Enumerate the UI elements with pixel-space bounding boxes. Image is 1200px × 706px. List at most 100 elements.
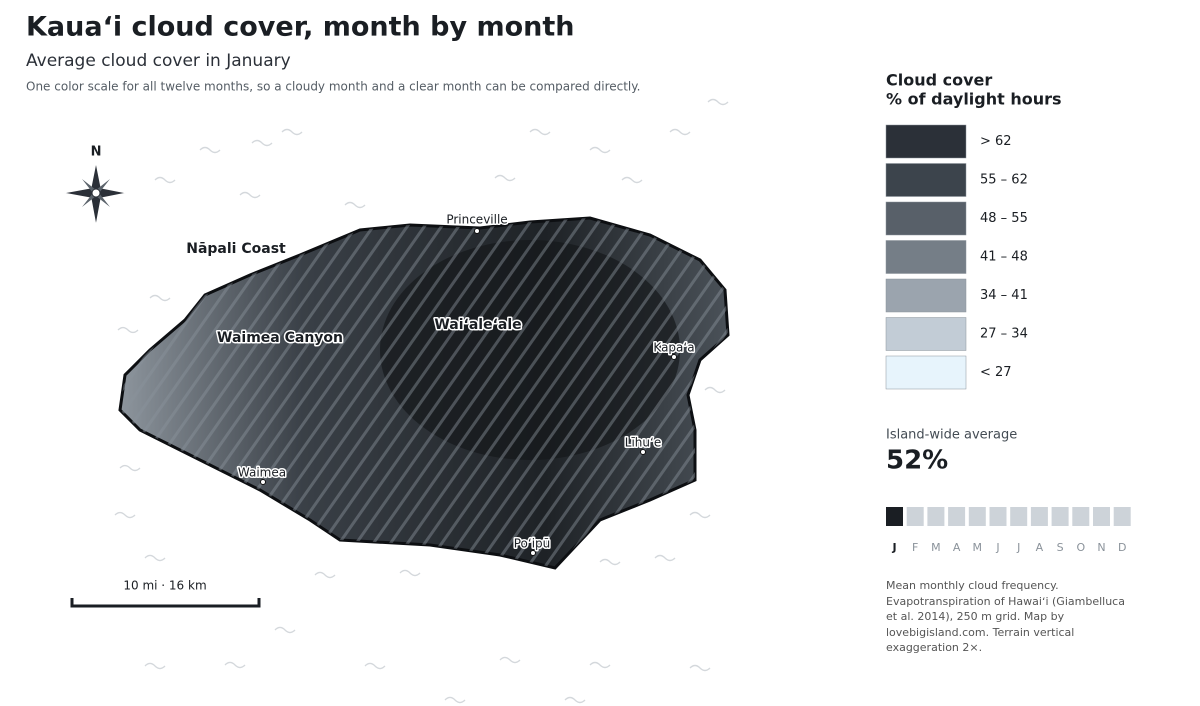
north-label: N [91,145,102,160]
legend-label: 41 – 48 [980,250,1028,265]
month-cell[interactable] [1010,507,1028,526]
ocean-waves [114,98,729,704]
region-label: Nāpali Coast [186,241,286,257]
place-dot [671,354,677,360]
legend-swatch [885,317,967,351]
legend-label: 34 – 41 [980,288,1028,303]
wave [399,569,421,577]
month-cell[interactable] [1051,507,1069,526]
month-cell[interactable] [906,507,924,526]
wave [239,191,261,199]
wave [444,696,466,704]
legend-swatch [885,240,967,274]
month-cell[interactable] [1093,507,1110,526]
month-cell[interactable] [1113,507,1131,526]
wave [589,661,611,669]
legend-subtitle: % of daylight hours [886,90,1062,109]
feature-label: Waimea Canyon [217,330,343,346]
place-label: Princeville [446,213,507,227]
month-cell[interactable] [927,507,945,526]
wave [314,571,336,579]
place-label: Poʻipū [514,537,551,551]
month-label[interactable]: J [995,541,999,554]
legend-label: 55 – 62 [980,173,1028,188]
place-dot [530,550,536,556]
subtitle: Average cloud cover in January [26,51,291,71]
summary-label: Island-wide average [886,428,1017,443]
month-label[interactable]: D [1118,541,1126,554]
month-label[interactable]: J [1016,541,1020,554]
place-dot [474,228,480,234]
wave [564,696,586,704]
wave [654,554,676,562]
legend-label: < 27 [980,365,1012,380]
month-cell[interactable] [968,507,986,526]
wave [669,128,691,136]
scale-line [70,598,261,608]
wave [704,386,726,394]
wave [114,511,136,519]
place-label: Līhuʻe [625,436,661,450]
summary-value: 52% [886,446,948,476]
month-label[interactable]: A [1036,541,1044,554]
wave [154,176,176,184]
wave [689,511,711,519]
compass-center [91,188,101,198]
scale-bar: 10 mi · 16 km [70,579,261,608]
wave [621,176,643,184]
month-label[interactable]: S [1057,541,1064,554]
month-label[interactable]: M [931,541,941,554]
legend-swatch [885,124,967,159]
island [118,216,730,570]
wave [224,661,246,669]
feature-label: Waiʻaleʻale [434,317,521,333]
place-label: Waimea [238,466,286,480]
note: One color scale for all twelve months, s… [26,80,640,94]
legend-title: Cloud cover [886,71,992,90]
legend-swatch [885,278,967,313]
wave [274,626,296,634]
month-label[interactable]: J [891,541,896,554]
wave [707,98,729,106]
wave [119,464,141,472]
legend-swatch [885,355,967,390]
legend-label: 48 – 55 [980,211,1028,226]
source-note: Mean monthly cloud frequency. Evapotrans… [886,579,1125,654]
scale-label: 10 mi · 16 km [123,579,206,593]
wave [494,174,516,182]
wave [529,128,551,136]
wave [144,662,166,670]
terrain-streaks [120,218,728,568]
month-label[interactable]: N [1097,541,1105,554]
wave [281,128,303,136]
place-dot [640,449,646,455]
month-cell[interactable] [989,507,1007,526]
month-cell[interactable] [1030,507,1048,526]
legend-swatch [885,201,967,236]
wave [149,294,171,302]
wave [251,139,273,147]
month-cell[interactable] [948,507,966,526]
title: Kauaʻi cloud cover, month by month [26,12,575,43]
compass: N [63,145,127,226]
wave [344,201,366,209]
month-cell[interactable] [1072,507,1090,526]
month-label[interactable]: A [953,541,961,554]
wave [689,664,711,672]
legend-swatch [885,163,967,197]
month-label[interactable]: M [973,541,983,554]
wave [589,146,611,154]
month-label[interactable]: F [912,541,918,554]
month-label[interactable]: O [1076,541,1085,554]
wave [499,656,521,664]
place-dot [260,479,266,485]
legend: > 62 55 – 62 48 – 55 41 – 48 34 – 41 27 – 34 <… [885,124,1028,390]
wave [364,662,386,670]
month-cell[interactable] [886,507,903,526]
wave [199,146,221,154]
wave [599,558,621,566]
legend-label: > 62 [980,134,1012,149]
